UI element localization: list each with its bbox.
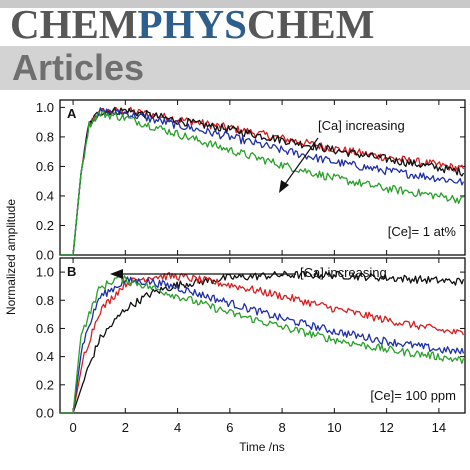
x-tick-label: 12 — [379, 420, 393, 435]
y-tick-label: 0.0 — [36, 248, 54, 263]
banner-top-strip — [0, 0, 470, 8]
y-tick-label: 0.8 — [36, 129, 54, 144]
y-tick-label: 0.2 — [36, 377, 54, 392]
series-line-2 — [60, 271, 465, 414]
section-label: Articles — [12, 47, 145, 88]
y-tick-label: 1.0 — [36, 265, 54, 280]
series-line-1 — [60, 270, 465, 414]
x-tick-label: 4 — [174, 420, 181, 435]
series-line-3 — [60, 107, 465, 256]
journal-title-phys: PHYS — [137, 1, 247, 47]
x-tick-label: 6 — [226, 420, 233, 435]
journal-title: CHEMPHYSCHEM — [10, 2, 374, 46]
annotation-label: [Ca] increasing — [318, 118, 405, 133]
condition-label: [Ce]= 100 ppm — [370, 388, 456, 403]
trend-arrow-shaft — [282, 137, 319, 188]
x-tick-label: 8 — [278, 420, 285, 435]
journal-title-chem-2: CHEM — [246, 1, 375, 47]
annotation-label: [Ca] increasing — [300, 265, 387, 280]
y-tick-label: 1.0 — [36, 100, 54, 115]
x-axis-label: Time /ns — [239, 440, 285, 454]
y-tick-label: 0.4 — [36, 349, 54, 364]
x-tick-label: 2 — [122, 420, 129, 435]
panel-a: 0.0 0.2 0.4 0.6 0.8 1.0 A [Ca] increasing [Ce]= … — [36, 99, 466, 263]
banner-section-bar — [0, 46, 470, 90]
panel-label: A — [67, 106, 77, 121]
trend-arrow-head — [110, 269, 123, 279]
x-tick-label: 10 — [327, 420, 341, 435]
journal-banner: CHEMPHYSCHEM Articles — [0, 0, 470, 94]
y-axis-label: Normalized amplitude — [4, 199, 18, 315]
journal-title-chem: CHEM — [10, 1, 138, 47]
panel-b: 0.0 0.2 0.4 0.6 0.8 1.0 B [Ca] increasing [Ce]= … — [36, 257, 466, 421]
series-line-2 — [60, 106, 465, 256]
x-tick-label: 0 — [69, 420, 76, 435]
x-tick-label: 14 — [432, 420, 446, 435]
y-tick-label: 0.4 — [36, 188, 54, 203]
y-tick-label: 0.6 — [36, 159, 54, 174]
y-tick-label: 0.0 — [36, 406, 54, 421]
panel-label: B — [67, 264, 76, 279]
trend-arrow-head — [279, 180, 289, 193]
series-line-4 — [60, 274, 465, 414]
panel-frame — [59, 99, 466, 256]
series-line-1 — [60, 106, 465, 256]
panel-frame — [59, 257, 466, 414]
series-line-3 — [60, 276, 465, 414]
y-tick-label: 0.6 — [36, 321, 54, 336]
condition-label: [Ce]= 1 at% — [388, 224, 457, 239]
series-line-4 — [60, 110, 464, 256]
y-tick-label: 0.2 — [36, 218, 54, 233]
y-tick-label: 0.8 — [36, 293, 54, 308]
